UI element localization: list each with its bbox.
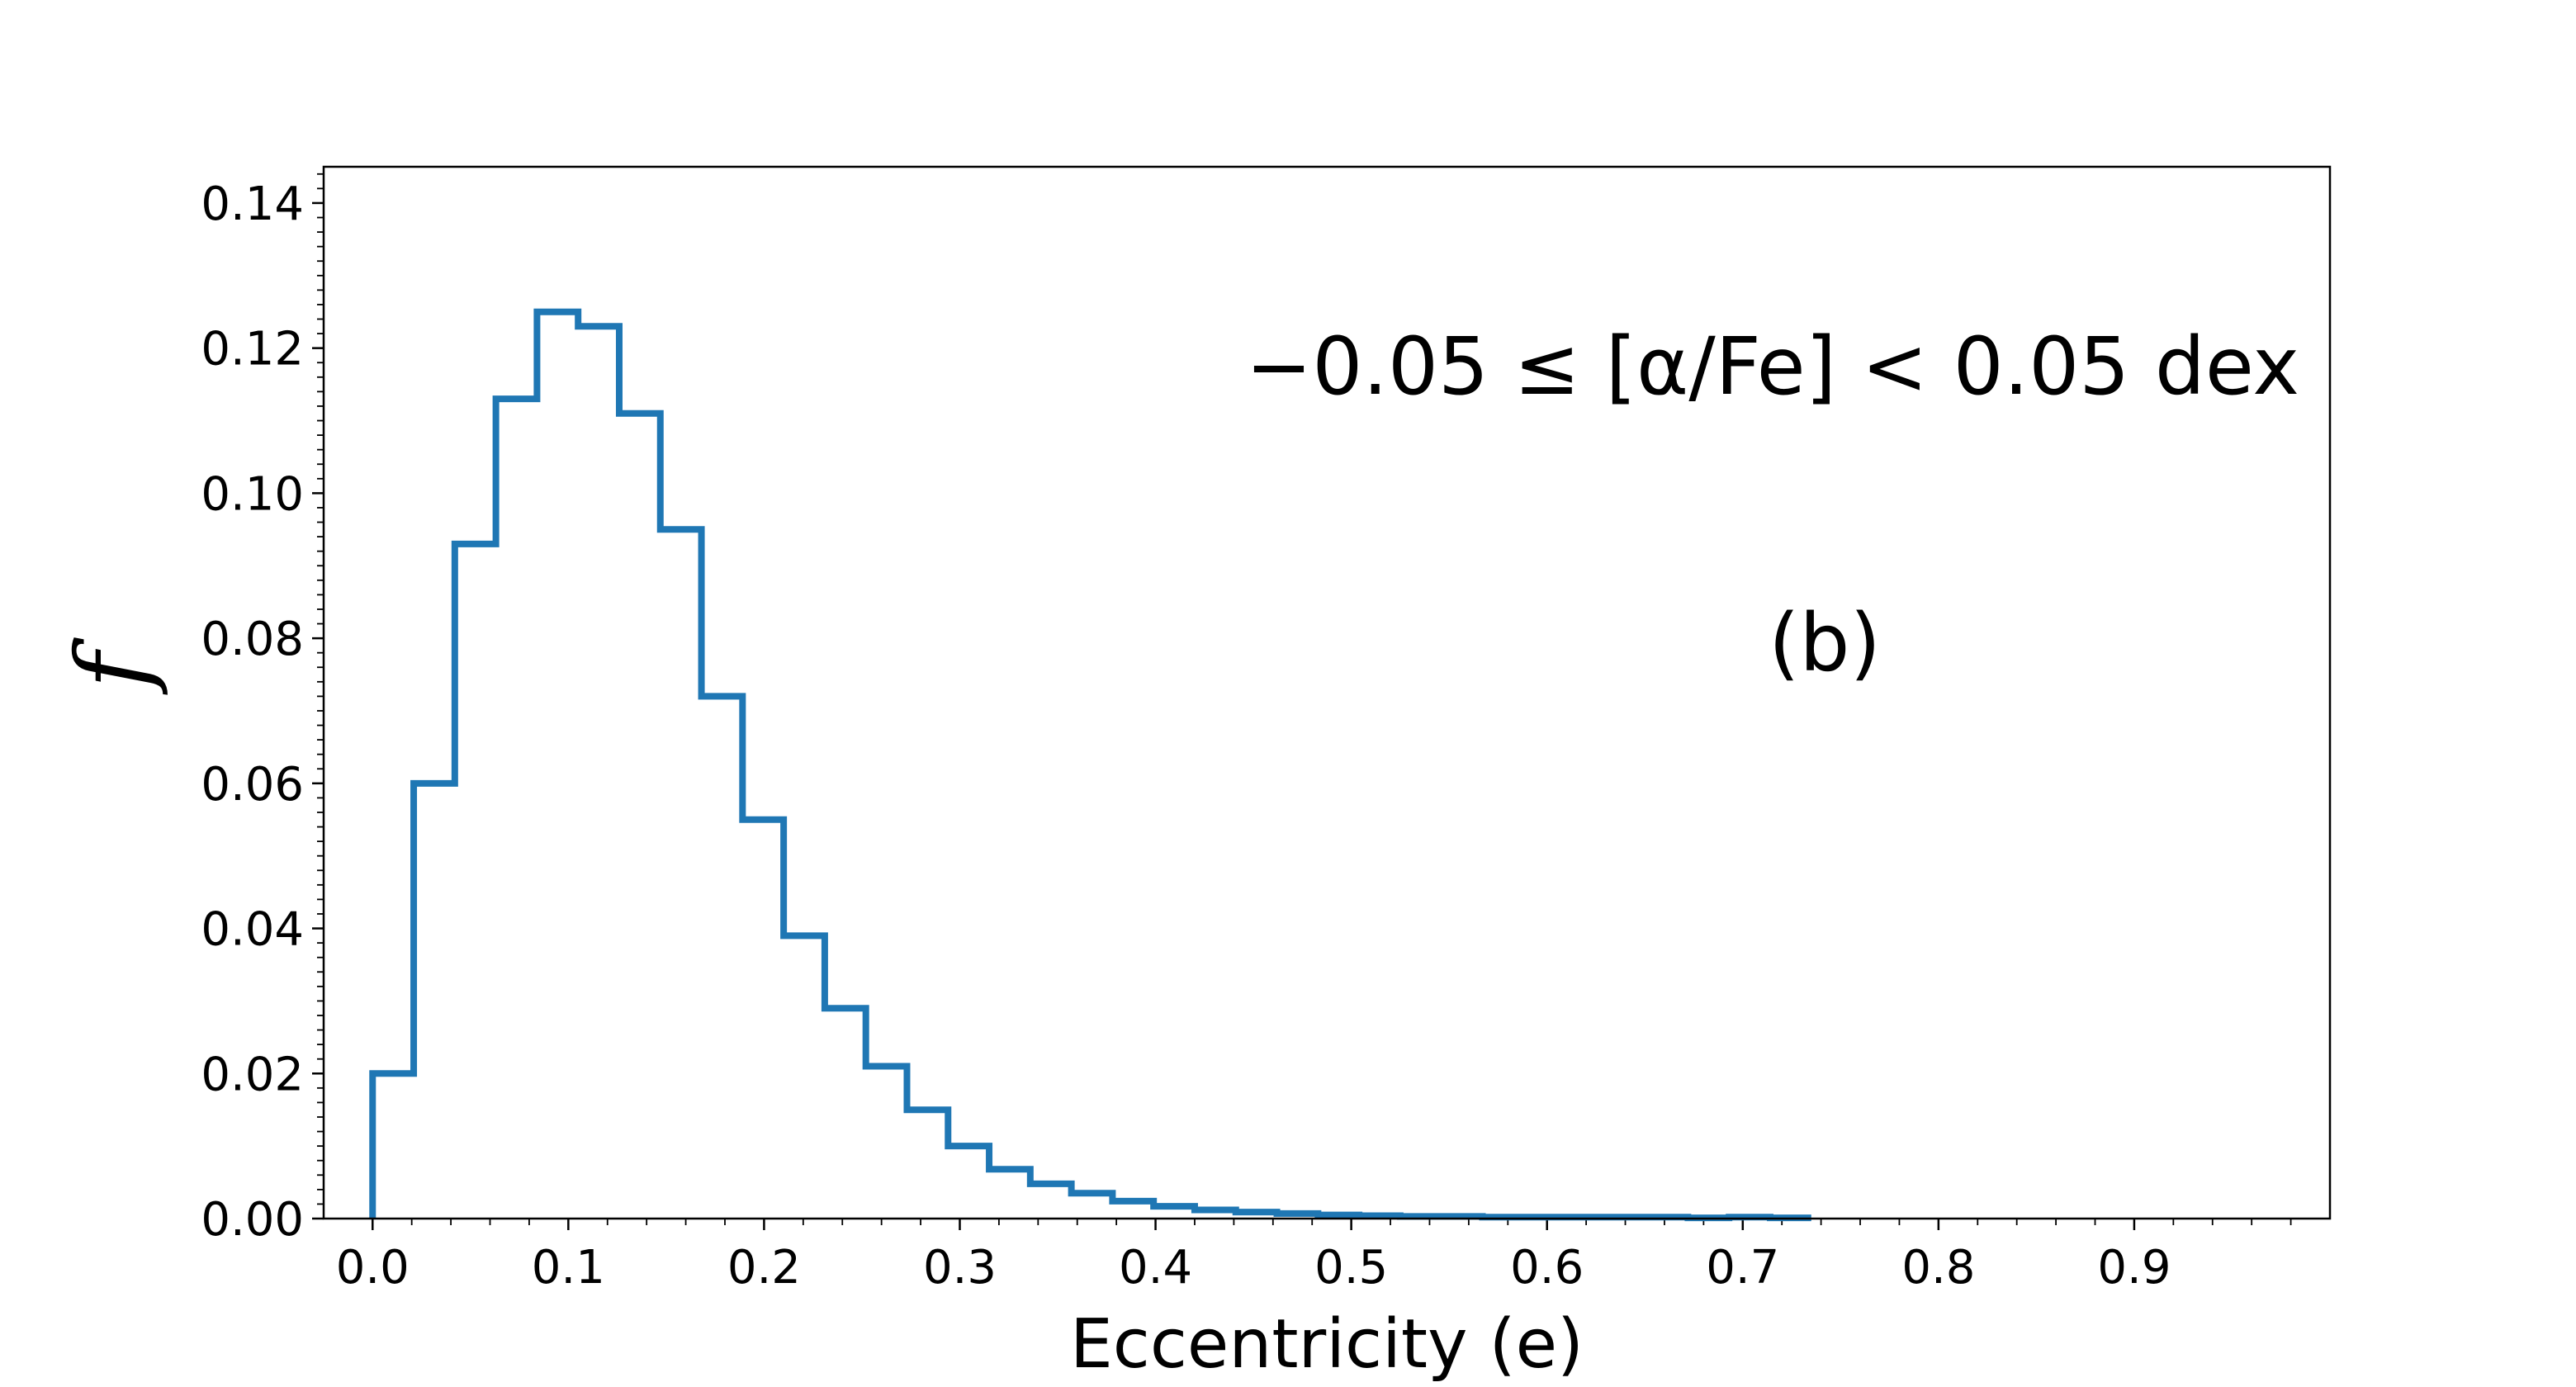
histogram-bin — [372, 1073, 414, 1219]
histogram-bin — [537, 312, 578, 1219]
y-tick-label: 0.12 — [201, 323, 304, 376]
histogram-bin — [989, 1169, 1030, 1219]
histogram-bin — [1153, 1206, 1195, 1219]
histogram-bin — [1195, 1209, 1236, 1219]
major-ticks — [312, 201, 2136, 1230]
y-tick-label: 0.08 — [201, 613, 304, 666]
histogram-bin — [825, 1008, 866, 1219]
histogram-bin — [496, 399, 537, 1219]
x-tick-label: 0.1 — [532, 1241, 605, 1295]
histogram-bin — [907, 1110, 948, 1219]
histogram-series-line — [369, 308, 1811, 1222]
histogram-bin — [661, 529, 702, 1219]
histogram-bin — [1030, 1184, 1072, 1219]
histogram-bin — [866, 1066, 907, 1219]
histogram-bin — [742, 820, 784, 1219]
histogram-bin — [414, 783, 455, 1219]
x-tick-label: 0.8 — [1901, 1241, 1975, 1295]
y-tick-label: 0.04 — [201, 903, 304, 957]
y-tick-label: 0.06 — [201, 758, 304, 812]
range-annotation: −0.05 ≤ [α/Fe] < 0.05 dex — [1246, 320, 2299, 413]
histogram-bin — [455, 544, 496, 1219]
histogram-bin — [619, 414, 661, 1219]
x-tick-labels: 0.0 0.1 0.2 0.3 0.4 0.5 0.6 0.7 0.8 0.9 — [336, 1241, 2171, 1295]
x-axis-title-text: Eccentricity (e) — [1070, 1305, 1584, 1384]
y-axis-title: f — [56, 637, 171, 695]
x-tick-label: 0.7 — [1706, 1241, 1779, 1295]
x-tick-label: 0.2 — [727, 1241, 801, 1295]
histogram-bin — [702, 696, 743, 1219]
plot-frame — [322, 165, 2332, 1220]
plot-area — [324, 167, 2330, 1219]
panel-label: (b) — [1769, 597, 1881, 689]
x-tick-label: 0.9 — [2097, 1241, 2171, 1295]
minor-ticks — [317, 173, 2292, 1225]
histogram-bin — [784, 935, 825, 1219]
histogram-bin — [578, 326, 619, 1219]
x-tick-label: 0.6 — [1510, 1241, 1584, 1295]
histogram-bin — [1112, 1201, 1153, 1219]
y-tick-label: 0.10 — [201, 467, 304, 521]
x-axis-title: Eccentricity (e) — [1070, 1305, 1584, 1384]
x-tick-label: 0.3 — [923, 1241, 997, 1295]
y-tick-label: 0.02 — [201, 1048, 304, 1101]
x-tick-label: 0.0 — [336, 1241, 410, 1295]
y-tick-label: 0.00 — [201, 1193, 304, 1247]
x-tick-label: 0.4 — [1119, 1241, 1192, 1295]
histogram-bin — [948, 1146, 989, 1219]
histogram-bin — [1072, 1193, 1113, 1219]
y-tick-labels: 0.00 0.02 0.04 0.06 0.08 0.10 0.12 0.14 — [201, 178, 304, 1247]
y-tick-label: 0.14 — [201, 178, 304, 231]
x-tick-label: 0.5 — [1314, 1241, 1388, 1295]
